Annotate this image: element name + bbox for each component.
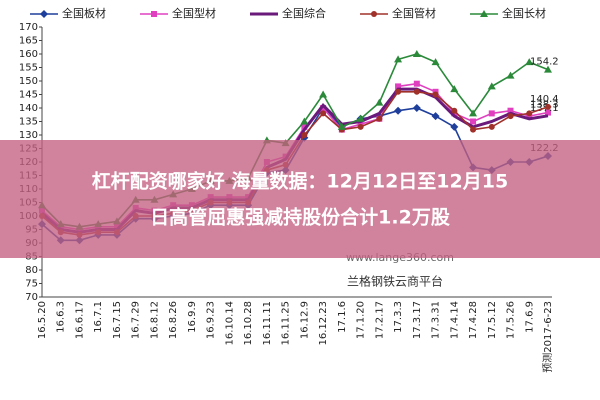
- x-tick-label: 16.11.11: [262, 301, 273, 346]
- point: [395, 83, 402, 90]
- x-tick-label: 17.1.6: [337, 301, 348, 333]
- x-tick-label: 16.10.28: [243, 301, 254, 346]
- point: [544, 65, 552, 73]
- point: [301, 132, 308, 138]
- watermark: 兰格钢铁云商平台: [347, 274, 443, 289]
- point: [319, 90, 328, 98]
- point: [469, 109, 478, 117]
- x-tick-label: 16.5.20: [37, 301, 48, 339]
- x-tick-label: 预测2017-6-23: [541, 301, 554, 373]
- legend-label: 全国型材: [172, 6, 216, 20]
- point: [526, 110, 533, 117]
- y-tick-label: 75: [25, 279, 38, 290]
- legend-label: 全国板材: [62, 6, 106, 20]
- x-tick-label: 16.9.9: [187, 301, 198, 333]
- point: [487, 82, 496, 90]
- x-tick-label: 17.3.17: [412, 301, 423, 339]
- point: [431, 58, 440, 66]
- x-tick-label: 16.12.9: [299, 301, 310, 339]
- point: [412, 50, 421, 57]
- legend-marker: [480, 10, 488, 17]
- legend-marker: [40, 10, 48, 18]
- point: [356, 114, 365, 122]
- y-tick-label: 145: [19, 90, 38, 101]
- point: [545, 109, 551, 116]
- x-tick-label: 16.10.14: [224, 301, 235, 346]
- x-tick-label: 17.1.20: [356, 301, 367, 339]
- end-label: 140.4: [530, 94, 559, 105]
- y-tick-label: 140: [19, 103, 38, 114]
- x-tick-label: 16.8.12: [149, 301, 160, 339]
- point: [413, 88, 420, 95]
- x-tick-label: 17.3.3: [393, 301, 404, 333]
- point: [451, 107, 458, 114]
- point: [431, 112, 440, 121]
- x-tick-label: 17.2.17: [374, 301, 385, 339]
- point: [450, 122, 459, 131]
- point: [488, 123, 495, 130]
- point: [488, 110, 495, 117]
- x-tick-label: 16.6.3: [56, 301, 67, 333]
- legend-marker: [151, 11, 157, 17]
- x-tick-label: 17.5.12: [487, 301, 498, 339]
- y-tick-label: 80: [25, 265, 38, 276]
- y-tick-label: 150: [19, 76, 38, 87]
- point: [507, 113, 514, 120]
- point: [394, 55, 403, 63]
- point: [337, 122, 346, 130]
- point: [450, 85, 459, 93]
- banner: [0, 140, 600, 258]
- y-tick-label: 135: [19, 117, 38, 128]
- point: [320, 105, 327, 111]
- point: [506, 71, 515, 79]
- point: [357, 123, 364, 130]
- legend-label: 全国长材: [502, 6, 546, 20]
- x-tick-label: 16.8.26: [168, 301, 179, 339]
- y-tick-label: 70: [25, 292, 38, 303]
- end-label: 138.3: [530, 100, 559, 111]
- point: [375, 98, 384, 106]
- x-tick-label: 17.6.9: [524, 301, 535, 333]
- x-tick-label: 16.6.17: [74, 301, 85, 339]
- point: [525, 58, 534, 66]
- point: [300, 117, 309, 125]
- x-tick-label: 17.3.31: [431, 301, 442, 339]
- banner-text: 杠杆配资哪家好 海量数据：12月12日至12月15: [92, 170, 508, 193]
- point: [470, 126, 477, 133]
- legend-label: 全国管材: [392, 6, 436, 20]
- y-tick-label: 170: [19, 22, 38, 33]
- point: [470, 118, 477, 125]
- legend-marker: [371, 11, 377, 17]
- point: [412, 104, 421, 112]
- x-tick-label: 17.4.14: [449, 301, 460, 339]
- y-tick-label: 160: [19, 49, 38, 60]
- x-tick-label: 16.7.29: [131, 301, 142, 339]
- point: [395, 88, 402, 95]
- banner-text: 日高管屈惠强减持股份合计1.2万股: [150, 206, 450, 229]
- point: [394, 106, 403, 115]
- point: [376, 115, 383, 122]
- point: [320, 110, 327, 117]
- y-tick-label: 165: [19, 36, 38, 47]
- point: [413, 80, 420, 87]
- end-label: 154.2: [530, 57, 559, 68]
- x-tick-label: 16.11.25: [281, 301, 292, 346]
- x-tick-label: 16.12.23: [318, 301, 329, 346]
- x-tick-label: 16.7.1: [93, 301, 104, 333]
- x-tick-label: 16.9.23: [206, 301, 217, 339]
- x-tick-label: 17.5.26: [506, 301, 517, 339]
- legend-label: 全国综合: [282, 6, 326, 20]
- x-tick-label: 17.4.28: [468, 301, 479, 339]
- y-tick-label: 130: [19, 130, 38, 141]
- point: [545, 103, 551, 110]
- y-tick-label: 155: [19, 63, 38, 74]
- x-tick-label: 16.7.15: [112, 301, 123, 339]
- point: [507, 107, 514, 114]
- point: [301, 123, 308, 130]
- point: [432, 91, 439, 98]
